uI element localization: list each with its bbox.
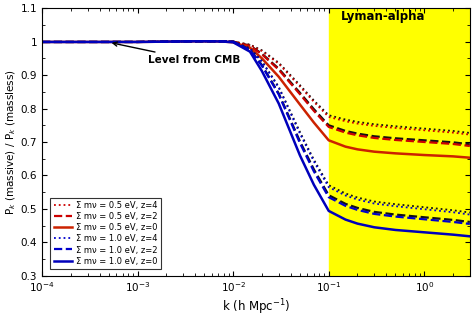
Y-axis label: P$_k$ (massive) / P$_k$ (massless): P$_k$ (massive) / P$_k$ (massless) [4, 69, 18, 215]
Text: Level from CMB: Level from CMB [113, 42, 241, 65]
Legend: Σ mν = 0.5 eV, z=4, Σ mν = 0.5 eV, z=2, Σ mν = 0.5 eV, z=0, Σ mν = 1.0 eV, z=4, : Σ mν = 0.5 eV, z=4, Σ mν = 0.5 eV, z=2, … [50, 198, 161, 269]
Text: Lyman-alpha: Lyman-alpha [341, 10, 426, 23]
X-axis label: k (h Mpc$^{-1}$): k (h Mpc$^{-1}$) [222, 297, 290, 317]
